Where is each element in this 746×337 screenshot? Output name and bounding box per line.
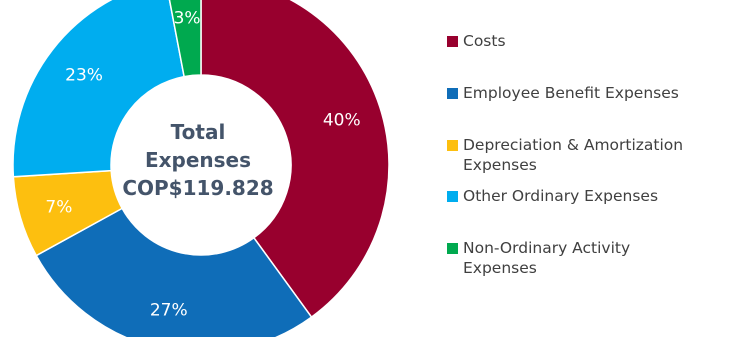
center-label: Total Expenses COP$119.828 — [122, 120, 273, 200]
center-label-line-3: COP$119.828 — [122, 176, 273, 200]
slice-non-ordinary — [168, 0, 202, 78]
legend-swatch-costs — [447, 36, 458, 47]
slice-label-costs: 40% — [323, 110, 361, 130]
center-label-line-2: Expenses — [145, 148, 251, 172]
chart-legend: Costs Employee Benefit Expenses Deprecia… — [447, 0, 746, 337]
legend-item-other-ordinary: Other Ordinary Expenses — [447, 186, 746, 206]
legend-swatch-non-ordinary — [447, 243, 458, 254]
slice-label-other-ordinary: 23% — [65, 65, 103, 85]
legend-swatch-depreciation — [447, 140, 458, 151]
legend-label-depreciation: Depreciation & Amortization Expenses — [463, 136, 684, 174]
slice-label-depreciation: 7% — [45, 197, 72, 217]
donut-slices — [12, 0, 390, 337]
legend-item-non-ordinary: Non-Ordinary Activity Expenses — [447, 238, 746, 278]
slice-label-employee-benefit: 27% — [150, 300, 188, 320]
legend-item-costs: Costs — [447, 31, 746, 51]
center-label-line-1: Total — [171, 120, 226, 144]
legend-label-non-ordinary: Non-Ordinary Activity Expenses — [463, 239, 631, 277]
slice-labels: 40% 27% 7% 23% 3% — [45, 9, 360, 321]
donut-chart: 40% 27% 7% 23% 3% Total Expenses COP$119.828 — [12, 0, 390, 337]
legend-label-other-ordinary: Other Ordinary Expenses — [463, 187, 659, 205]
legend-swatch-employee-benefit — [447, 88, 458, 99]
legend-label-costs: Costs — [463, 32, 506, 50]
legend-label-employee-benefit: Employee Benefit Expenses — [463, 84, 679, 102]
slice-employee-benefit — [35, 207, 313, 337]
legend-item-employee-benefit: Employee Benefit Expenses — [447, 83, 746, 103]
slice-costs — [200, 0, 390, 319]
slice-other-ordinary — [12, 0, 186, 178]
legend-swatch-other-ordinary — [447, 191, 458, 202]
slice-label-non-ordinary: 3% — [174, 9, 201, 29]
legend-item-depreciation: Depreciation & Amortization Expenses — [447, 135, 746, 175]
